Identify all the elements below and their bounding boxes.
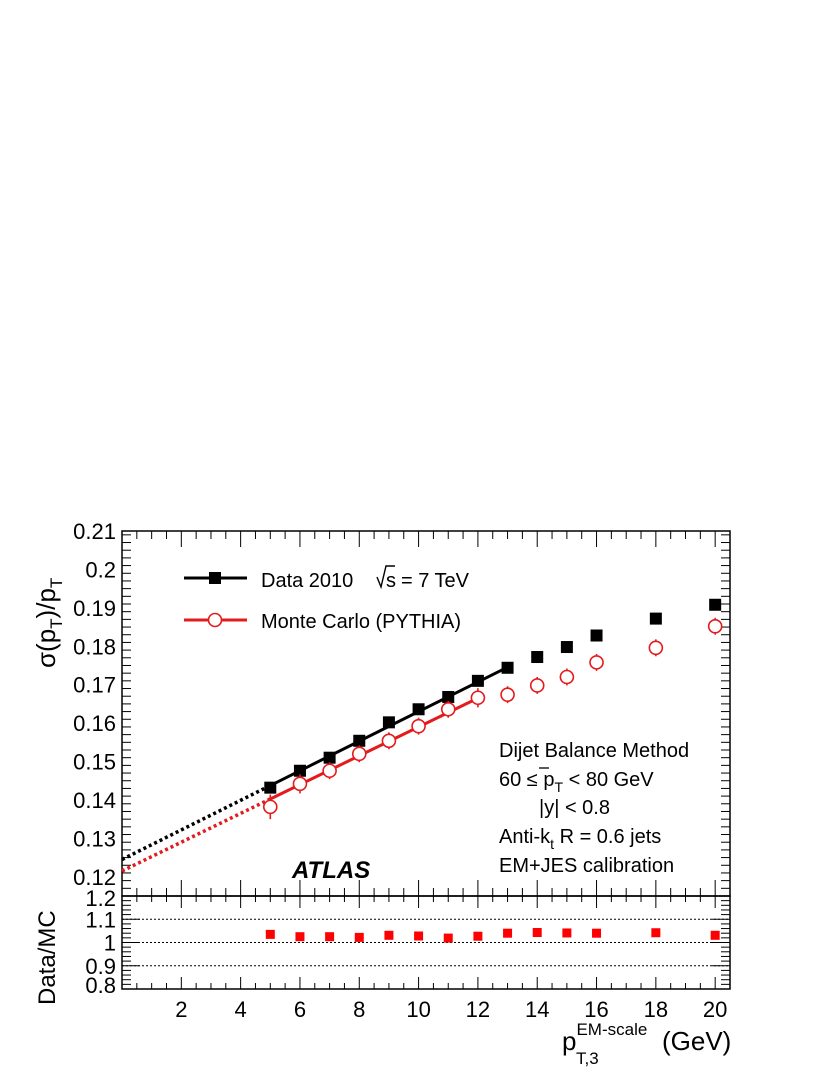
y-tick-label: 0.15 xyxy=(73,750,116,775)
data-points xyxy=(262,598,723,820)
y-tick-label: 0.13 xyxy=(73,826,116,851)
y-tick-label: 0.12 xyxy=(73,865,116,890)
data-point-mc xyxy=(262,799,278,815)
y-tick-label: 0.2 xyxy=(85,557,116,582)
data-point-mc xyxy=(470,690,486,706)
data-point-data2010 xyxy=(442,690,455,703)
data-point-mc xyxy=(351,746,367,762)
sqrt-symbol xyxy=(376,565,395,590)
data-point-data2010 xyxy=(412,703,425,716)
ratio-point xyxy=(295,932,305,942)
data-point-mc xyxy=(381,733,397,749)
ratio-point xyxy=(384,930,394,940)
data-point-data2010 xyxy=(293,764,306,777)
x-tick-label: 18 xyxy=(644,997,668,1022)
ratio-point xyxy=(354,932,364,942)
annotation-method: Dijet Balance Method xyxy=(499,740,689,762)
annotation-jets: Anti-kt R = 0.6 jets xyxy=(499,826,661,852)
data-point-mc xyxy=(322,763,337,779)
x-tick-label: 10 xyxy=(406,997,430,1022)
ratio-y-tick-label: 1.1 xyxy=(85,907,116,932)
x-tick-label: 6 xyxy=(294,997,306,1022)
ratio-y-axis: 0.80.911.11.2 xyxy=(85,886,730,998)
ratio-y-tick-label: 0.9 xyxy=(85,954,116,979)
ratio-point xyxy=(710,930,720,940)
data-point-mc xyxy=(589,655,604,670)
atlas-label: ATLAS xyxy=(291,857,370,884)
fit-extrapolation-dotted xyxy=(121,797,272,873)
ratio-y-tick-label: 0.8 xyxy=(85,973,116,998)
legend: Data 2010 s = 7 TeV Monte Carlo (PYTHIA) xyxy=(184,565,470,633)
y-tick-label: 0.16 xyxy=(73,711,116,736)
legend-root-s: s xyxy=(386,570,396,592)
ratio-point xyxy=(651,928,661,938)
ratio-point xyxy=(562,928,572,938)
data-point-data2010 xyxy=(709,598,722,611)
x-axis: 2 4 6 8 10 12 14 16 18 20 xyxy=(136,531,731,1022)
ratio-points xyxy=(265,928,720,943)
ratio-y-axis-label: Data/MC xyxy=(34,910,61,1005)
ratio-point xyxy=(443,933,453,943)
ratio-panel: 0.80.911.11.2 xyxy=(85,886,731,998)
x-tick-label: 12 xyxy=(466,997,490,1022)
data-point-mc xyxy=(648,640,664,656)
annotation-calibration: EM+JES calibration xyxy=(499,855,674,877)
legend-item-mc: Monte Carlo (PYTHIA) xyxy=(184,611,461,633)
data-point-mc xyxy=(411,718,426,734)
y-tick-label: 0.19 xyxy=(73,596,116,621)
ratio-point xyxy=(265,929,275,939)
data-point-data2010 xyxy=(590,629,603,642)
top-panel: 0.12 0.13 0.14 0.15 0.16 0.17 0.18 0.19 0.2 0.21 xyxy=(73,519,731,897)
data-point-data2010 xyxy=(531,651,544,664)
data-point-data2010 xyxy=(323,751,336,764)
y-tick-label: 0.18 xyxy=(73,634,116,659)
data-point-data2010 xyxy=(353,734,366,747)
top-y-axis-label: σ(pT)/pT xyxy=(31,578,66,668)
fit-extrapolation-dotted xyxy=(121,783,272,862)
ratio-point xyxy=(592,928,602,938)
data-point-data2010 xyxy=(264,781,277,794)
x-tick-label: 16 xyxy=(584,997,608,1022)
ratio-point xyxy=(473,931,483,941)
data-point-mc xyxy=(292,776,308,792)
ratio-point xyxy=(532,928,542,938)
x-tick-label: 2 xyxy=(175,997,187,1022)
data-point-mc xyxy=(440,701,456,717)
data-point-data2010 xyxy=(649,612,662,625)
legend-label-data: Data 2010 xyxy=(261,570,353,592)
legend-marker-data xyxy=(209,572,221,584)
data-point-mc xyxy=(707,618,723,634)
x-tick-label: 4 xyxy=(235,997,247,1022)
x-axis-label: pEM-scale T,3(GeV) xyxy=(562,1020,731,1068)
ratio-reference-lines xyxy=(122,918,730,967)
y-tick-label: 0.14 xyxy=(73,788,116,813)
data-point-data2010 xyxy=(471,674,484,687)
annotation-rapidity: |y| < 0.8 xyxy=(539,797,610,819)
legend-marker-mc xyxy=(207,612,223,628)
legend-energy: = 7 TeV xyxy=(401,570,470,592)
ratio-y-tick-label: 1.2 xyxy=(85,886,116,911)
annotation-pt-range: 60 ≤ pT < 80 GeV xyxy=(499,769,654,795)
ratio-y-tick-label: 1 xyxy=(104,931,116,956)
legend-item-data: Data 2010 s = 7 TeV xyxy=(184,565,470,592)
ratio-point xyxy=(503,928,513,938)
data-point-mc xyxy=(559,669,575,685)
ratio-point xyxy=(325,932,335,942)
data-point-data2010 xyxy=(382,716,395,729)
ratio-point xyxy=(414,931,424,941)
x-tick-label: 8 xyxy=(353,997,365,1022)
x-tick-label: 14 xyxy=(525,997,549,1022)
data-point-data2010 xyxy=(501,661,514,674)
data-point-mc xyxy=(529,678,545,693)
data-point-mc xyxy=(500,687,515,702)
top-y-axis: 0.12 0.13 0.14 0.15 0.16 0.17 0.18 0.19 0.2 0.21 xyxy=(73,519,730,897)
y-tick-label: 0.21 xyxy=(73,519,116,544)
y-tick-label: 0.17 xyxy=(73,673,116,698)
data-point-data2010 xyxy=(560,641,573,654)
analysis-annotations: Dijet Balance Method 60 ≤ pT < 80 GeV |y… xyxy=(499,740,689,877)
legend-label-mc: Monte Carlo (PYTHIA) xyxy=(261,611,461,633)
x-tick-label: 20 xyxy=(703,997,727,1022)
